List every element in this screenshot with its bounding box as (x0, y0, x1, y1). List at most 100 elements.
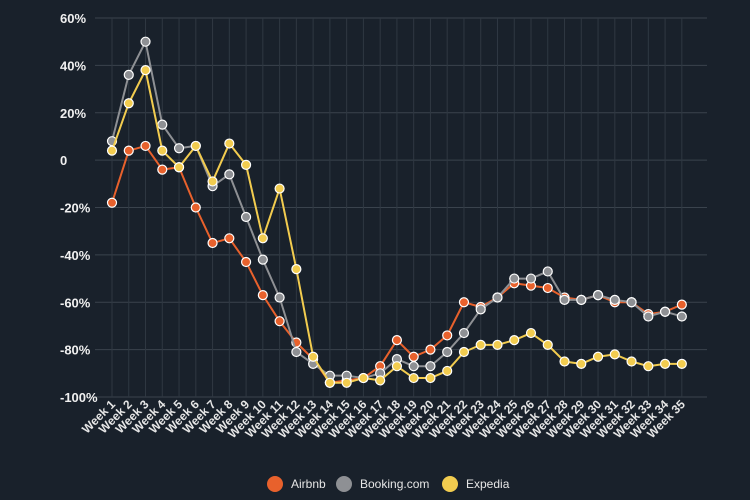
data-point[interactable] (257, 254, 268, 265)
data-point[interactable] (308, 351, 319, 362)
legend-label: Booking.com (360, 477, 429, 491)
data-point[interactable] (425, 372, 436, 384)
data-point[interactable] (442, 365, 453, 377)
data-point[interactable] (123, 98, 134, 109)
data-point[interactable] (659, 306, 671, 317)
data-point[interactable] (157, 164, 168, 175)
data-point[interactable] (592, 290, 604, 301)
y-tick-label: -80% (60, 343, 91, 358)
y-tick-label: 20% (60, 106, 86, 121)
data-point[interactable] (492, 339, 503, 350)
data-point[interactable] (559, 356, 570, 367)
data-point[interactable] (559, 294, 570, 305)
data-point[interactable] (425, 344, 436, 355)
data-point[interactable] (240, 211, 252, 223)
data-point[interactable] (626, 297, 637, 308)
data-point[interactable] (123, 145, 134, 156)
data-point[interactable] (408, 372, 419, 384)
data-point[interactable] (442, 330, 453, 341)
data-point[interactable] (341, 377, 352, 388)
data-point[interactable] (676, 358, 687, 369)
data-point[interactable] (157, 119, 168, 130)
legend-marker (442, 476, 458, 492)
data-point[interactable] (257, 290, 268, 301)
data-point[interactable] (207, 176, 218, 187)
y-tick-label: 60% (60, 11, 86, 26)
data-point[interactable] (458, 346, 470, 358)
data-point[interactable] (408, 351, 419, 362)
data-point[interactable] (609, 349, 620, 360)
data-point[interactable] (609, 294, 620, 305)
data-point[interactable] (458, 327, 470, 339)
data-point[interactable] (576, 358, 587, 369)
y-axis-ticks: 60% 40% 20% 0 -20% -40% -60% -80% -100% (60, 11, 98, 405)
data-point[interactable] (492, 292, 503, 303)
legend-item[interactable]: Airbnb (267, 476, 326, 492)
y-tick-label: -60% (60, 295, 91, 310)
data-point[interactable] (157, 145, 168, 156)
grid (95, 17, 707, 398)
data-point[interactable] (525, 273, 537, 284)
data-point[interactable] (140, 36, 151, 47)
data-point[interactable] (224, 169, 235, 180)
y-tick-label: -100% (60, 390, 98, 405)
data-point[interactable] (190, 140, 201, 152)
data-point[interactable] (140, 140, 151, 152)
data-point[interactable] (626, 356, 637, 367)
data-point[interactable] (391, 335, 403, 346)
legend[interactable]: Airbnb Booking.com Expedia (267, 476, 510, 492)
data-point[interactable] (475, 339, 486, 350)
data-point[interactable] (274, 316, 285, 327)
data-point[interactable] (442, 346, 453, 358)
data-point[interactable] (173, 162, 185, 173)
data-point[interactable] (659, 358, 671, 369)
legend-item[interactable]: Expedia (442, 476, 510, 492)
data-point[interactable] (542, 282, 553, 294)
data-point[interactable] (140, 65, 151, 76)
data-point[interactable] (106, 197, 118, 208)
data-point[interactable] (224, 138, 235, 149)
data-point[interactable] (542, 266, 553, 277)
data-point[interactable] (224, 233, 235, 244)
legend-marker (336, 476, 352, 492)
data-point[interactable] (106, 145, 118, 156)
y-tick-label: -40% (60, 248, 91, 263)
data-point[interactable] (274, 183, 285, 194)
data-point[interactable] (324, 377, 335, 388)
data-point[interactable] (240, 256, 252, 268)
data-point[interactable] (274, 292, 285, 303)
data-point[interactable] (509, 335, 520, 346)
data-point[interactable] (391, 361, 403, 372)
data-point[interactable] (542, 339, 553, 350)
data-point[interactable] (525, 327, 537, 339)
legend-marker (267, 476, 283, 492)
data-point[interactable] (475, 304, 486, 315)
data-point[interactable] (425, 361, 436, 372)
data-point[interactable] (207, 237, 218, 249)
data-point[interactable] (643, 361, 654, 372)
data-point[interactable] (592, 351, 604, 362)
data-point[interactable] (173, 143, 185, 154)
y-tick-label: 0 (60, 153, 67, 168)
data-point[interactable] (358, 372, 369, 384)
y-tick-label: 40% (60, 58, 86, 73)
data-point[interactable] (240, 159, 252, 170)
data-point[interactable] (509, 273, 520, 284)
data-point[interactable] (123, 69, 134, 80)
legend-item[interactable]: Booking.com (336, 476, 429, 492)
data-point[interactable] (375, 375, 386, 386)
data-point[interactable] (676, 311, 687, 322)
series-expedia (106, 65, 687, 388)
data-point[interactable] (408, 361, 419, 372)
data-point[interactable] (291, 263, 302, 275)
data-point[interactable] (291, 346, 302, 358)
data-point[interactable] (643, 311, 654, 322)
data-point[interactable] (190, 202, 201, 213)
data-point[interactable] (576, 294, 587, 305)
data-point[interactable] (257, 233, 268, 244)
legend-label: Expedia (466, 477, 510, 491)
data-point[interactable] (458, 297, 470, 308)
data-point[interactable] (676, 299, 687, 310)
